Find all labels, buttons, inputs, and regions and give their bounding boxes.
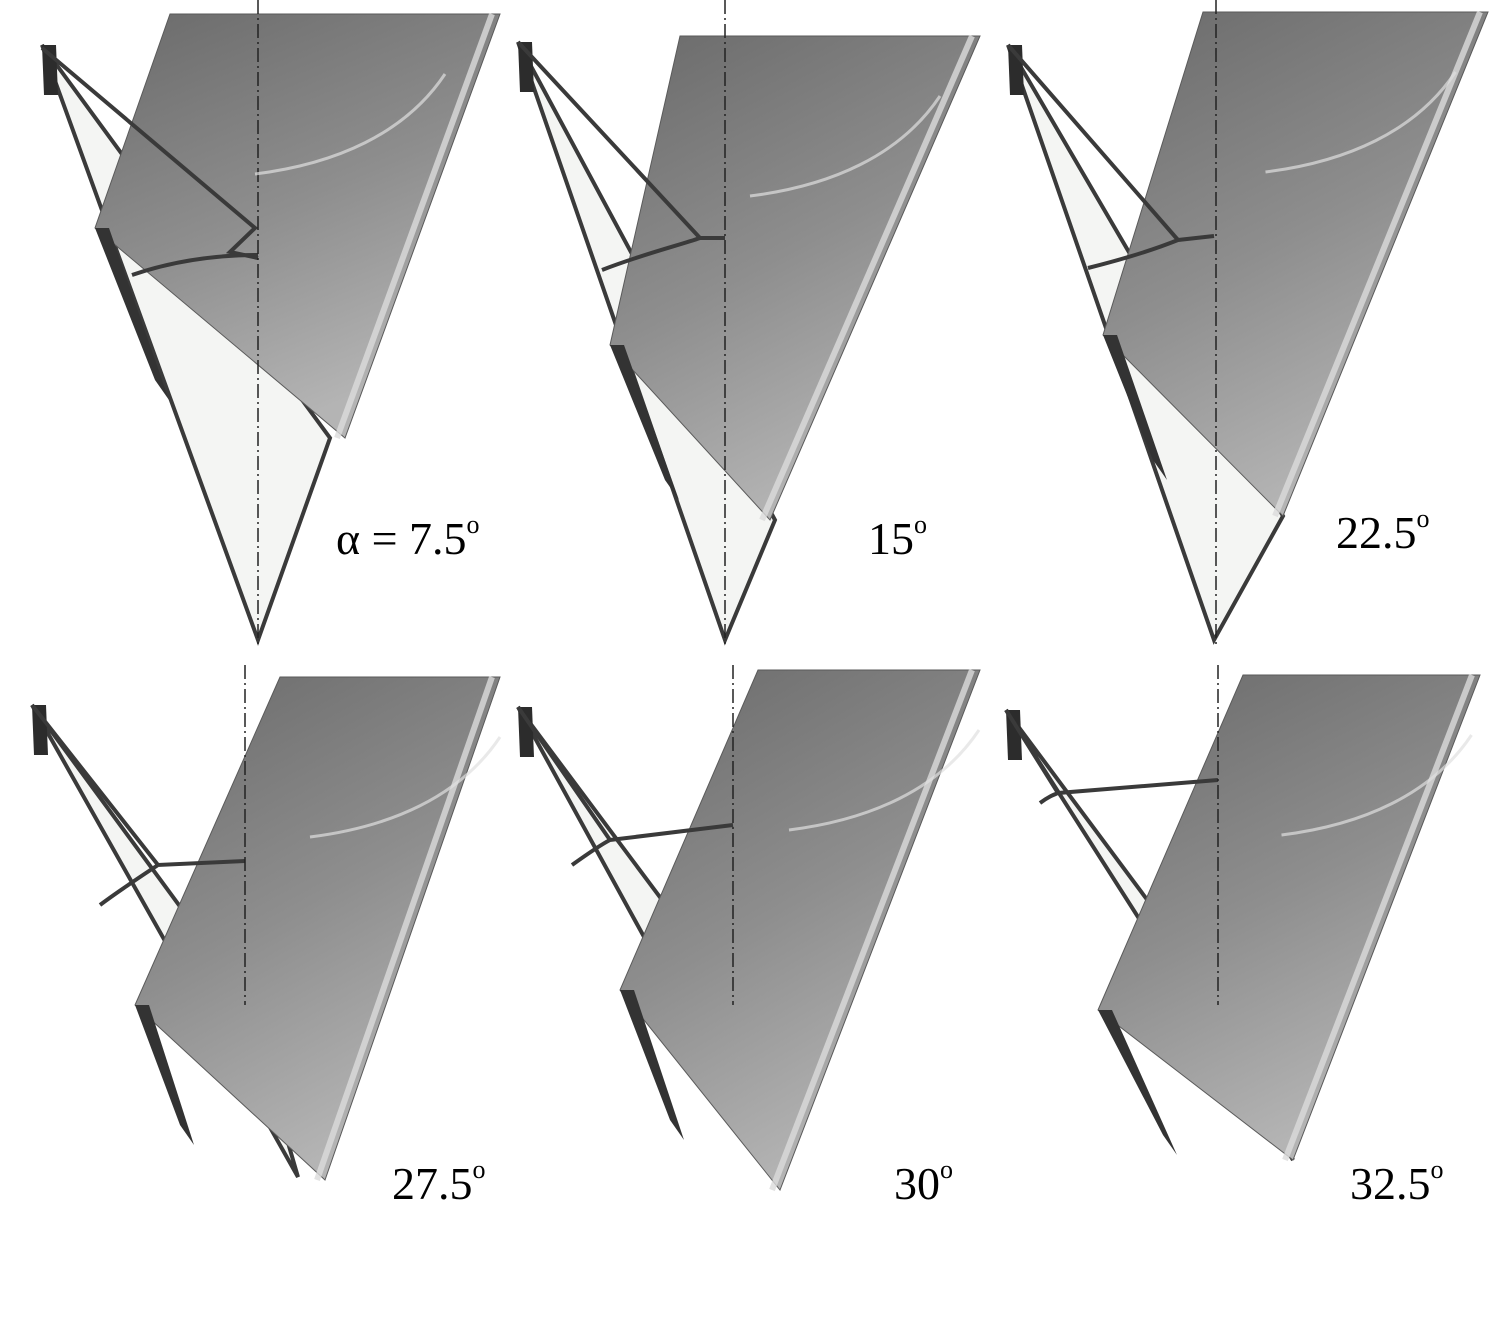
delta-wing-plate-image bbox=[40, 0, 501, 646]
plate-edge-highlight bbox=[769, 668, 975, 1192]
vortex-trace bbox=[1006, 43, 1215, 270]
flow-streak bbox=[1265, 71, 1457, 174]
vortex-trace bbox=[516, 40, 725, 272]
degree-symbol: o bbox=[472, 1155, 486, 1184]
angle-value: 32.5 bbox=[1350, 1158, 1431, 1209]
degree-symbol: o bbox=[940, 1155, 953, 1184]
degree-symbol: o bbox=[466, 510, 480, 539]
plate-edge-highlight bbox=[759, 34, 975, 522]
leading-edge-marker bbox=[518, 707, 534, 757]
plate-edge-highlight bbox=[1282, 673, 1475, 1162]
vortex-trace bbox=[30, 703, 246, 907]
flow-plate bbox=[134, 676, 501, 1181]
plate-edge-shadow bbox=[620, 990, 684, 1140]
flow-streak bbox=[788, 729, 981, 832]
angle-label: 27.5o bbox=[392, 1157, 486, 1209]
degree-symbol: o bbox=[1416, 504, 1430, 533]
plate-edge-shadow bbox=[1098, 1010, 1177, 1155]
flow-streak bbox=[1281, 734, 1473, 837]
flow-plate bbox=[1102, 11, 1489, 517]
plate-edge-shadow bbox=[610, 345, 679, 500]
delta-wing-plate-image bbox=[516, 0, 981, 646]
plate-edge-shadow bbox=[1103, 335, 1167, 480]
delta-wing-plate-image bbox=[1006, 0, 1489, 645]
angle-prefix: α = bbox=[336, 513, 410, 564]
degree-symbol: o bbox=[1430, 1155, 1444, 1184]
vortex-trace bbox=[516, 705, 734, 867]
angle-label: 32.5o bbox=[1350, 1157, 1444, 1209]
flow-plate bbox=[609, 35, 981, 521]
angle-value: 7.5 bbox=[409, 513, 467, 564]
panel-alpha-7-5: α = 7.5o bbox=[0, 0, 501, 660]
panel-alpha-27-5: 27.5o bbox=[0, 665, 502, 1329]
vortex-trace bbox=[40, 46, 259, 277]
angle-label: α = 7.5o bbox=[336, 512, 480, 564]
flow-plate bbox=[619, 669, 981, 1191]
angle-label: 15o bbox=[868, 512, 927, 564]
delta-wing-plate-image bbox=[1004, 665, 1481, 1162]
panel-alpha-15: 15o bbox=[490, 0, 990, 660]
degree-symbol: o bbox=[914, 510, 927, 539]
delta-wing-plate-image bbox=[516, 665, 981, 1192]
flow-plate bbox=[94, 13, 501, 439]
panel-alpha-22-5: 22.5o bbox=[978, 0, 1500, 660]
flow-streak bbox=[309, 736, 502, 839]
angle-value: 27.5 bbox=[392, 1158, 473, 1209]
angle-value: 15 bbox=[868, 513, 914, 564]
angle-value: 22.5 bbox=[1336, 507, 1417, 558]
plate-edge-highlight bbox=[1272, 10, 1483, 518]
plate-edge-shadow bbox=[135, 1005, 194, 1145]
delta-wing-plate-image bbox=[30, 665, 502, 1181]
angle-value: 30 bbox=[894, 1158, 940, 1209]
vortex-trace bbox=[1004, 708, 1219, 805]
flow-streak bbox=[749, 95, 942, 198]
leading-edge-marker bbox=[1006, 710, 1022, 760]
angle-label: 22.5o bbox=[1336, 506, 1430, 558]
plate-edge-highlight bbox=[314, 676, 495, 1181]
flow-plate bbox=[1097, 674, 1481, 1161]
flow-streak bbox=[254, 73, 447, 176]
plate-edge-shadow bbox=[95, 228, 169, 400]
angle-label: 30o bbox=[894, 1157, 953, 1209]
plate-edge-highlight bbox=[334, 12, 495, 440]
panel-alpha-30: 30o bbox=[490, 665, 990, 1329]
panel-alpha-32-5: 32.5o bbox=[978, 665, 1500, 1329]
